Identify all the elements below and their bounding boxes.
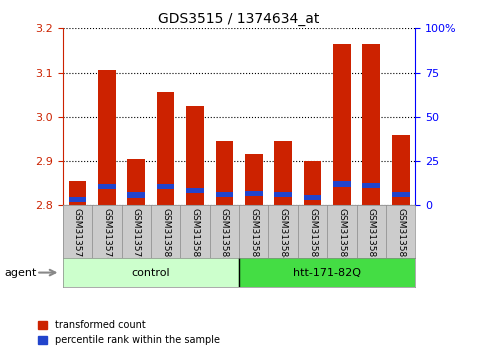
Legend: transformed count, percentile rank within the sample: transformed count, percentile rank withi…	[34, 316, 224, 349]
Bar	[186, 106, 204, 205]
Bar	[333, 44, 351, 205]
Bar	[98, 70, 116, 205]
Text: htt-171-82Q: htt-171-82Q	[293, 268, 361, 278]
Text: GSM313588: GSM313588	[396, 208, 405, 263]
Bar	[128, 193, 145, 198]
Bar	[98, 184, 116, 189]
Bar	[304, 161, 321, 205]
Text: GSM313585: GSM313585	[308, 208, 317, 263]
Bar	[128, 159, 145, 205]
Text: control: control	[132, 268, 170, 278]
Text: GSM313580: GSM313580	[161, 208, 170, 263]
Text: agent: agent	[5, 268, 37, 278]
Bar	[362, 44, 380, 205]
Bar	[274, 141, 292, 205]
Bar	[333, 181, 351, 187]
Bar	[304, 195, 321, 200]
Bar	[392, 192, 410, 197]
Bar	[239, 258, 415, 287]
Bar	[63, 258, 239, 287]
Text: GSM313581: GSM313581	[190, 208, 199, 263]
Text: GSM313582: GSM313582	[220, 208, 229, 263]
Bar	[69, 197, 86, 202]
Text: GSM313578: GSM313578	[102, 208, 112, 263]
Text: GSM313587: GSM313587	[367, 208, 376, 263]
Bar	[186, 188, 204, 193]
Bar	[215, 141, 233, 205]
Bar	[274, 192, 292, 197]
Text: GSM313583: GSM313583	[249, 208, 258, 263]
Bar	[245, 154, 263, 205]
Bar	[245, 191, 263, 196]
Bar	[157, 184, 174, 189]
Bar	[392, 135, 410, 205]
Text: GSM313579: GSM313579	[132, 208, 141, 263]
Bar	[215, 192, 233, 197]
Bar	[69, 181, 86, 205]
Text: GSM313577: GSM313577	[73, 208, 82, 263]
Text: GSM313586: GSM313586	[338, 208, 346, 263]
Bar	[362, 183, 380, 188]
Bar	[157, 92, 174, 205]
Title: GDS3515 / 1374634_at: GDS3515 / 1374634_at	[158, 12, 320, 26]
Text: GSM313584: GSM313584	[279, 208, 288, 263]
